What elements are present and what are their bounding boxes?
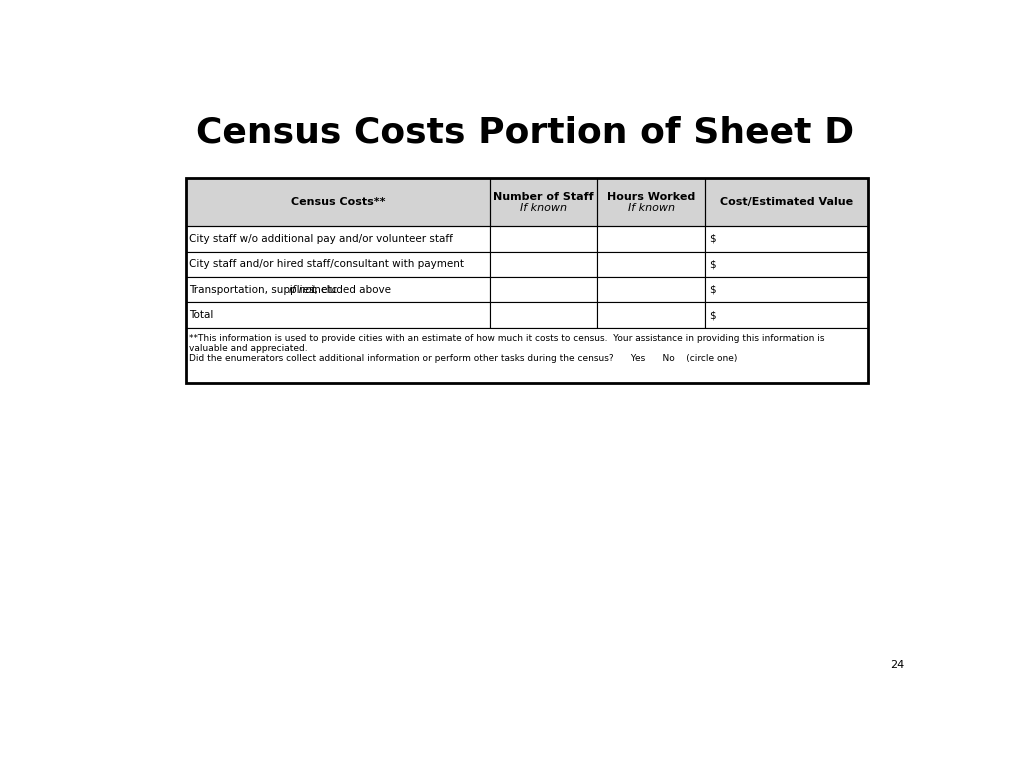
- Bar: [706, 303, 868, 328]
- Bar: [489, 252, 597, 277]
- Bar: [597, 226, 706, 252]
- Text: **This information is used to provide cities with an estimate of how much it cos: **This information is used to provide ci…: [189, 334, 824, 343]
- Text: City staff and/or hired staff/consultant with payment: City staff and/or hired staff/consultant…: [189, 260, 464, 270]
- Bar: [597, 303, 706, 328]
- Text: $: $: [709, 260, 716, 270]
- Bar: [706, 277, 868, 303]
- Bar: [186, 252, 489, 277]
- Text: Cost/Estimated Value: Cost/Estimated Value: [720, 197, 853, 207]
- Bar: [186, 178, 868, 383]
- Bar: [489, 277, 597, 303]
- Text: Transportation, supplies, etc.: Transportation, supplies, etc.: [189, 285, 344, 295]
- Text: included above: included above: [308, 285, 391, 295]
- Bar: [186, 226, 489, 252]
- Text: Total: Total: [189, 310, 214, 320]
- Text: if not: if not: [289, 285, 315, 295]
- Text: If known: If known: [520, 203, 567, 213]
- Bar: [489, 178, 597, 226]
- Text: $: $: [709, 233, 716, 244]
- Bar: [186, 328, 868, 383]
- Bar: [489, 226, 597, 252]
- Text: If known: If known: [628, 203, 675, 213]
- Text: Hours Worked: Hours Worked: [607, 192, 695, 202]
- Bar: [706, 252, 868, 277]
- Text: $: $: [709, 310, 716, 320]
- Text: City staff w/o additional pay and/or volunteer staff: City staff w/o additional pay and/or vol…: [189, 233, 453, 244]
- Bar: [186, 178, 868, 226]
- Bar: [597, 178, 706, 226]
- Bar: [489, 303, 597, 328]
- Text: valuable and appreciated.: valuable and appreciated.: [189, 344, 308, 353]
- Text: Did the enumerators collect additional information or perform other tasks during: Did the enumerators collect additional i…: [189, 354, 737, 363]
- Bar: [706, 178, 868, 226]
- Bar: [706, 226, 868, 252]
- Text: Number of Staff: Number of Staff: [494, 192, 594, 202]
- Text: 24: 24: [890, 660, 904, 670]
- Text: $: $: [709, 285, 716, 295]
- Text: Census Costs**: Census Costs**: [291, 197, 385, 207]
- Bar: [597, 252, 706, 277]
- Bar: [186, 178, 489, 226]
- Bar: [597, 277, 706, 303]
- Bar: [186, 303, 489, 328]
- Bar: [186, 277, 489, 303]
- Text: Census Costs Portion of Sheet D: Census Costs Portion of Sheet D: [196, 115, 854, 149]
